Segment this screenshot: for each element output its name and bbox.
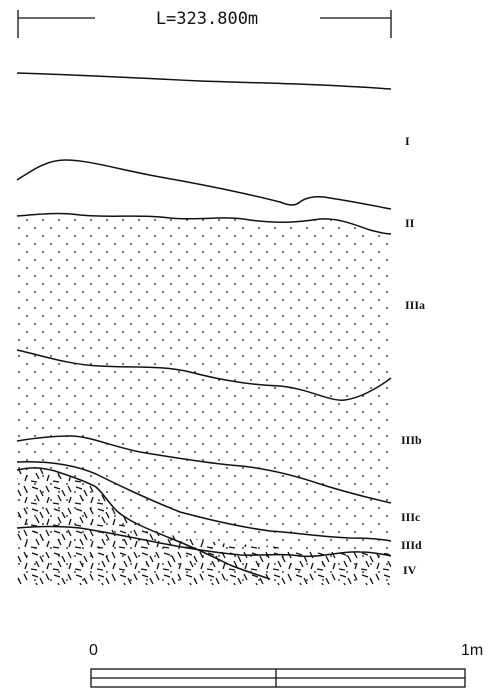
boundary-IIIa-IIIb bbox=[16, 349, 392, 401]
scale-start-label: 0 bbox=[89, 642, 98, 659]
layer-label-IIIa: IIIa bbox=[405, 298, 425, 312]
boundary-IIIb-IIIc bbox=[16, 435, 392, 504]
ground-surface-line bbox=[16, 72, 392, 90]
boundary-II-IIIa bbox=[16, 212, 392, 235]
layer-label-IIIb: IIIb bbox=[401, 433, 422, 447]
dotted-sand-fill bbox=[17, 213, 391, 585]
elevation-marker: L=323.800m bbox=[17, 9, 392, 38]
layer-label-II: II bbox=[405, 216, 415, 230]
layer-label-IIIc: IIIc bbox=[401, 510, 421, 524]
boundary-IIIc-IIId bbox=[16, 461, 392, 542]
gravel-lens-boundary bbox=[16, 467, 271, 580]
boundary-I-II bbox=[16, 159, 392, 210]
scale-bar: 0 1m bbox=[89, 642, 483, 688]
elevation-label: L=323.800m bbox=[156, 9, 258, 29]
scale-end-label: 1m bbox=[461, 642, 483, 659]
layer-label-IV: IV bbox=[403, 563, 417, 577]
layer-label-IIId: IIId bbox=[401, 538, 422, 552]
layer-boundaries bbox=[16, 72, 392, 580]
boundary-IIId-IV bbox=[16, 525, 392, 558]
layer-label-I: I bbox=[405, 134, 410, 148]
